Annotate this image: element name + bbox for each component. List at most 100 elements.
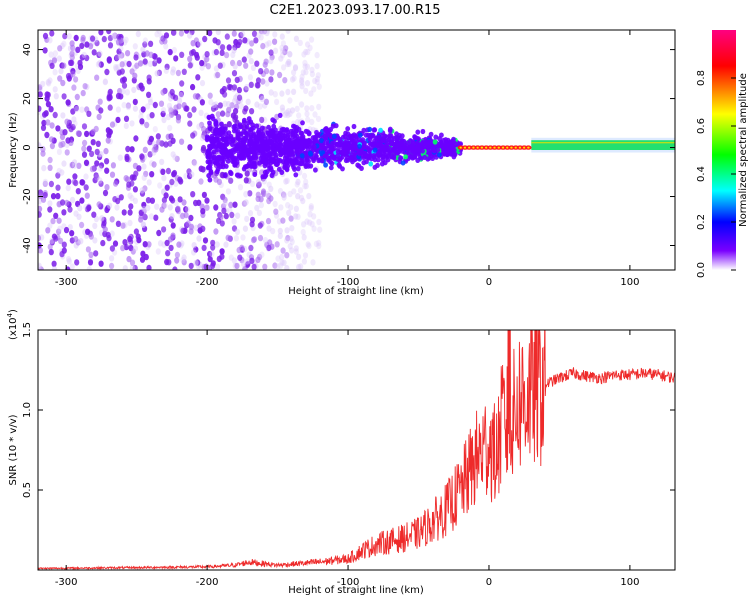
- heatmap-cell: [403, 154, 408, 160]
- heatmap-cell: [293, 172, 299, 178]
- heatmap-cell: [256, 130, 262, 136]
- snr-frame: [37, 329, 676, 571]
- heatmap-cell: [282, 77, 288, 84]
- heatmap-cell: [241, 56, 247, 63]
- heatmap-cell: [268, 167, 274, 173]
- heatmap-cell: [361, 127, 367, 133]
- heatmap-cell: [268, 134, 274, 140]
- heatmap-cell: [125, 102, 131, 109]
- heatmap-cell: [263, 67, 270, 75]
- heatmap-cell: [48, 106, 54, 113]
- heatmap-cell: [315, 72, 321, 79]
- heatmap-cell: [207, 126, 213, 132]
- heatmap-cell: [75, 46, 81, 53]
- heatmap-cell: [232, 160, 238, 166]
- heatmap-cell: [196, 123, 202, 130]
- heatmap-cell: [251, 164, 257, 170]
- heatmap-cell: [79, 221, 85, 229]
- heatmap-cell: [40, 124, 47, 131]
- y-tick-label: 40: [22, 43, 33, 56]
- heatmap-cell: [232, 123, 238, 129]
- heatmap-cell: [97, 50, 103, 57]
- heatmap-cell: [215, 71, 221, 79]
- heatmap-cell: [110, 162, 116, 169]
- heatmap-cell: [293, 213, 299, 220]
- heatmap-cell: [187, 62, 193, 69]
- heatmap-cell: [187, 55, 193, 63]
- heatmap-cell: [313, 167, 318, 173]
- heatmap-cell: [375, 142, 380, 148]
- heatmap-cell: [168, 133, 174, 140]
- heatmap-cell: [234, 167, 240, 174]
- heatmap-cell: [213, 104, 219, 111]
- heatmap-cell: [316, 239, 322, 247]
- heatmap-cell: [228, 177, 234, 184]
- heatmap-cell: [273, 208, 279, 215]
- heatmap-cell: [293, 35, 299, 42]
- heatmap-cell: [237, 94, 243, 101]
- heatmap-cell: [148, 213, 154, 220]
- heatmap-cell: [140, 46, 146, 53]
- heatmap-cell: [172, 266, 178, 270]
- x-tick-label: -100: [337, 577, 360, 588]
- heatmap-cell: [387, 133, 393, 139]
- heatmap-cell: [171, 30, 177, 36]
- heatmap-cell: [123, 122, 129, 130]
- heatmap-cell: [297, 39, 303, 47]
- heatmap-cell: [289, 160, 295, 166]
- heatmap-cell: [115, 106, 121, 113]
- heatmap-cell: [420, 128, 426, 135]
- heatmap-cell: [190, 191, 196, 198]
- heatmap-cell: [126, 255, 132, 263]
- heatmap-cell: [253, 153, 258, 159]
- heatmap-cell: [156, 30, 162, 35]
- heatmap-cell: [42, 178, 49, 186]
- heatmap-cell: [65, 184, 71, 192]
- heatmap-cell: [308, 205, 314, 212]
- heatmap-cell: [290, 130, 296, 136]
- heatmap-cell: [69, 230, 75, 237]
- heatmap-cell: [321, 145, 326, 151]
- heatmap-cell: [71, 116, 77, 123]
- heatmap-cell: [280, 247, 286, 254]
- heatmap-cell: [283, 137, 289, 143]
- heatmap-cell: [225, 77, 232, 84]
- heatmap-cell: [107, 202, 113, 209]
- heatmap-cell: [398, 155, 403, 161]
- heatmap-cell: [79, 106, 85, 113]
- heatmap-cell: [223, 163, 229, 169]
- heatmap-cell: [305, 241, 311, 248]
- heatmap-cell: [48, 180, 55, 188]
- heatmap-cell: [289, 225, 295, 232]
- heatmap-cell: [58, 141, 64, 149]
- heatmap-cell: [236, 86, 242, 94]
- heatmap-cell: [311, 86, 317, 93]
- heatmap-cell: [152, 101, 158, 109]
- heatmap-cell: [247, 190, 253, 197]
- heatmap-cell: [201, 244, 207, 252]
- heatmap-cell: [308, 203, 314, 210]
- heatmap-cell: [412, 134, 418, 140]
- heatmap-cell: [57, 45, 63, 52]
- heatmap-cell: [159, 158, 165, 166]
- heatmap-cell: [281, 191, 287, 199]
- heatmap-cell: [89, 150, 95, 158]
- heatmap-cell: [173, 180, 179, 187]
- heatmap-cell: [86, 145, 92, 152]
- heatmap-cell: [287, 50, 293, 58]
- heatmap-cell: [394, 131, 399, 137]
- heatmap-cell: [219, 121, 224, 127]
- x-tick-label: -200: [196, 277, 219, 288]
- heatmap-cell: [191, 249, 197, 256]
- heatmap-cell: [270, 227, 276, 235]
- heatmap-cell: [222, 196, 228, 204]
- heatmap-cell: [285, 202, 291, 209]
- heatmap-cell: [493, 146, 496, 149]
- heatmap-cell: [299, 160, 305, 167]
- heatmap-cell: [274, 241, 280, 248]
- heatmap-cell: [258, 34, 264, 41]
- heatmap-cell: [262, 263, 268, 270]
- heatmap-cell: [305, 116, 311, 123]
- heatmap-cell: [47, 37, 53, 44]
- heatmap-cell: [84, 54, 90, 62]
